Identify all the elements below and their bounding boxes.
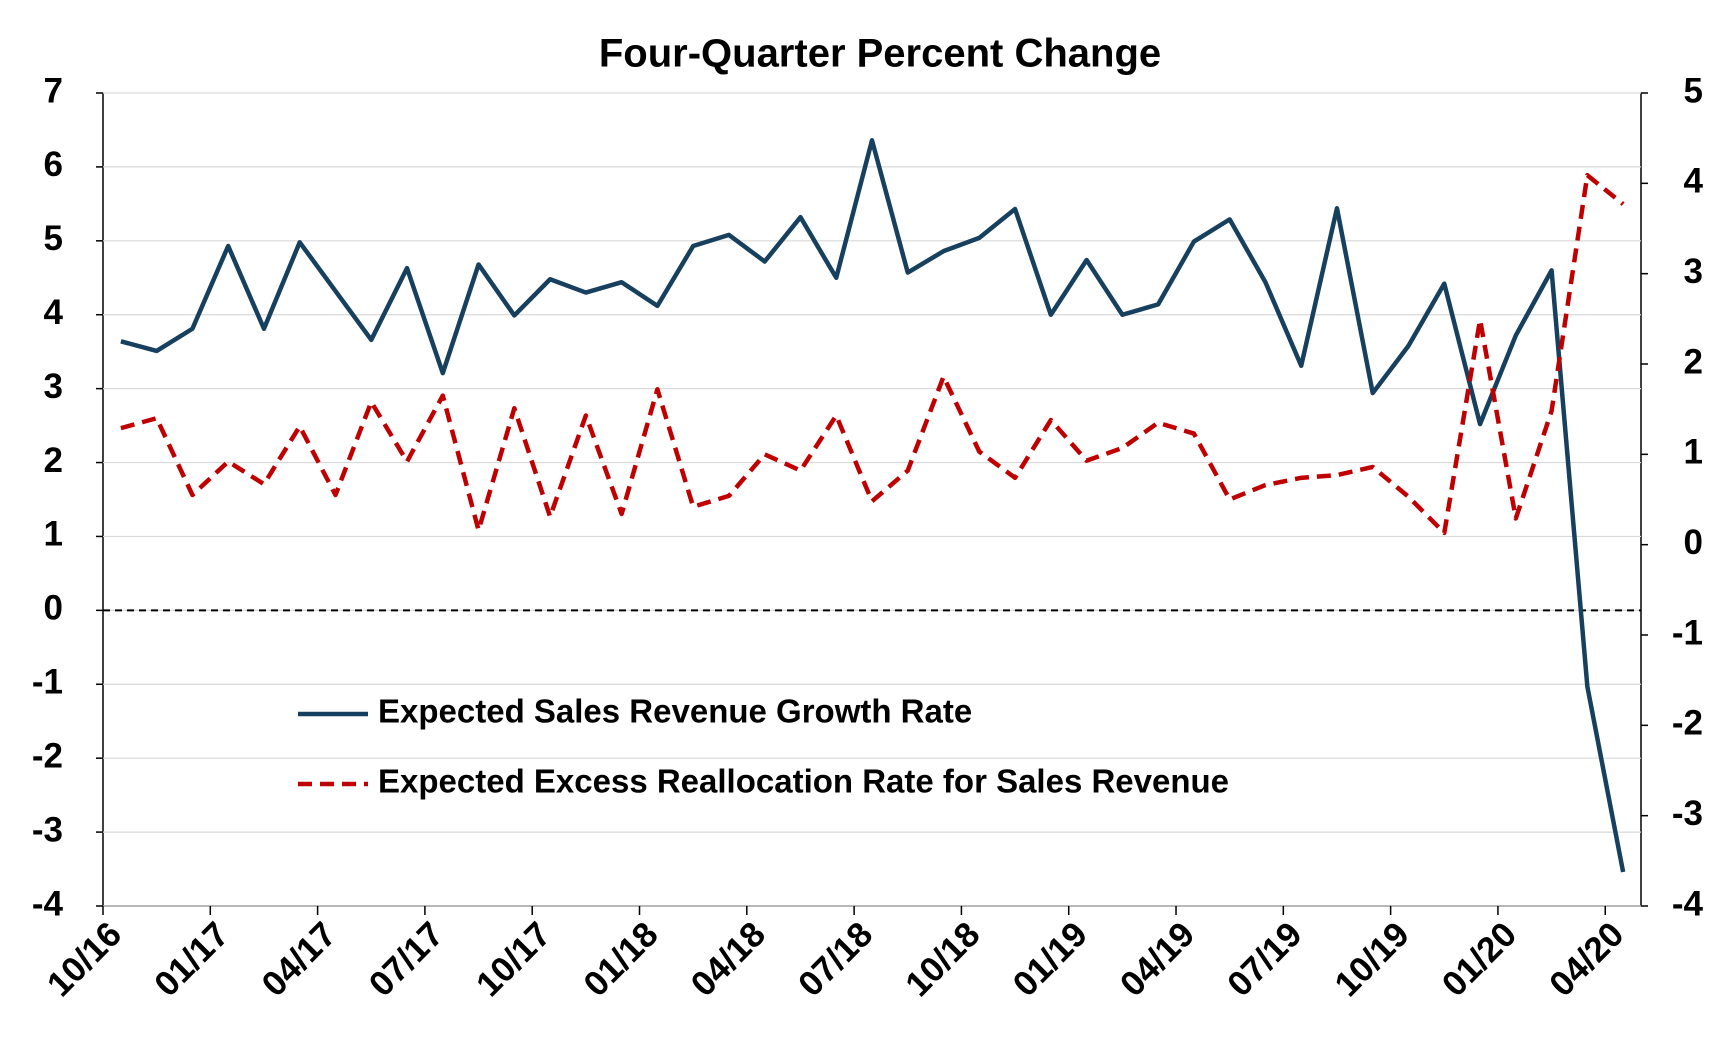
y-tick-label: -1 xyxy=(32,663,63,702)
x-tick-label: 01/20 xyxy=(1435,915,1525,1005)
x-tick-label: 07/19 xyxy=(1220,915,1310,1005)
x-tick-label: 07/18 xyxy=(791,915,881,1005)
x-tick-label: 10/19 xyxy=(1327,915,1417,1005)
y2-tick-label: 1 xyxy=(1684,433,1703,472)
x-tick-label: 10/18 xyxy=(898,915,988,1005)
y-tick-label: 0 xyxy=(44,589,63,628)
y2-tick-label: 0 xyxy=(1684,523,1703,562)
x-tick-label: 04/19 xyxy=(1113,915,1203,1005)
x-tick-label: 10/17 xyxy=(469,915,559,1005)
x-tick-label: 04/20 xyxy=(1542,915,1632,1005)
x-tick-label: 10/16 xyxy=(40,915,130,1005)
y-tick-label: 4 xyxy=(44,293,64,332)
y2-tick-label: 3 xyxy=(1684,252,1703,291)
x-tick-label: 04/17 xyxy=(254,915,344,1005)
y-tick-label: 1 xyxy=(44,515,63,554)
y2-tick-label: -3 xyxy=(1672,794,1703,833)
y2-tick-label: -4 xyxy=(1672,884,1704,923)
y-tick-label: 2 xyxy=(44,441,63,480)
legend-label: Expected Excess Reallocation Rate for Sa… xyxy=(378,763,1229,800)
x-tick-label: 04/18 xyxy=(683,915,773,1005)
x-tick-label: 01/18 xyxy=(576,915,666,1005)
y2-tick-label: 4 xyxy=(1684,162,1704,201)
y-tick-label: -3 xyxy=(32,810,63,849)
legend-label: Expected Sales Revenue Growth Rate xyxy=(378,693,972,730)
y-tick-label: 3 xyxy=(44,367,63,406)
series-line xyxy=(120,138,1626,873)
y2-tick-label: -1 xyxy=(1672,613,1703,652)
y-tick-label: -2 xyxy=(32,736,63,775)
x-tick-label: 07/17 xyxy=(362,915,452,1005)
y2-tick-label: 2 xyxy=(1684,342,1703,381)
y-tick-label: 5 xyxy=(44,219,63,258)
x-tick-label: 01/19 xyxy=(1005,915,1095,1005)
chart-title: Four-Quarter Percent Change xyxy=(599,32,1161,76)
series-line xyxy=(120,172,1625,536)
y-tick-label: -4 xyxy=(32,884,64,923)
y-tick-label: 6 xyxy=(44,145,63,184)
y-tick-label: 7 xyxy=(44,71,63,110)
x-tick-label: 01/17 xyxy=(147,915,237,1005)
y2-tick-label: 5 xyxy=(1684,71,1703,110)
y2-tick-label: -2 xyxy=(1672,704,1703,743)
